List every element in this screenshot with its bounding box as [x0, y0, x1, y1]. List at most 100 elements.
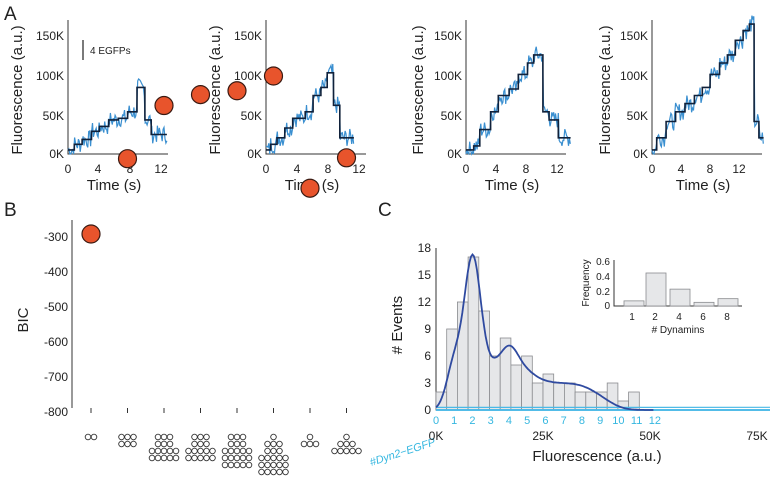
model-glyph-circle — [276, 454, 283, 462]
model-glyph-circle — [227, 461, 235, 469]
inset-xtick-2: 2 — [652, 312, 658, 323]
model-glyph-circle — [130, 433, 137, 441]
inset-ytick-0: 0 — [604, 301, 610, 312]
xtick-a1-12: 12 — [154, 162, 168, 176]
ytick-a3-50k: 50K — [441, 109, 462, 123]
ytick-a2-0k: 0K — [247, 147, 262, 161]
ylabel-b: BIC — [15, 307, 32, 332]
bic-point-model-4 — [190, 85, 211, 105]
step-fit-a4 — [652, 23, 764, 151]
ytick-a2-50k: 50K — [241, 109, 262, 123]
model-glyph-circle — [282, 468, 289, 476]
model-glyph-circle — [349, 440, 356, 448]
ytick-c-18: 18 — [418, 241, 432, 255]
ytick-b-700: -700 — [44, 370, 68, 384]
model-glyph-circle — [270, 447, 277, 455]
model-glyph-circle — [264, 454, 271, 462]
count-tick-9: 9 — [597, 415, 603, 427]
model-glyph-circle — [154, 433, 162, 441]
model-glyph-circle — [270, 461, 277, 469]
xlabel-a4: Time (s) — [676, 177, 730, 194]
xtick-a3-12: 12 — [550, 162, 564, 176]
model-glyph-circle — [245, 447, 253, 455]
model-glyph-circle — [282, 454, 289, 462]
model-glyph-circle — [233, 454, 241, 462]
panel-a-traces: Fluorescence (a.u.) 150K 100K 50K 0K 0 4… — [9, 15, 764, 194]
model-glyphs — [84, 433, 362, 476]
model-glyph-circle — [239, 433, 247, 441]
model-glyph-circle — [264, 461, 271, 469]
model-glyph-circle — [312, 440, 320, 448]
model-glyph-circle — [154, 447, 162, 455]
model-glyph-circle — [343, 433, 350, 441]
ylabel-a4: Fluorescence (a.u.) — [597, 25, 614, 154]
ytick-b-400: -400 — [44, 265, 68, 279]
model-glyph-circle — [239, 454, 247, 462]
xtick-a4-12: 12 — [732, 162, 746, 176]
bic-points — [81, 66, 357, 244]
model-glyph-circle — [130, 440, 137, 448]
model-glyph-circle — [245, 461, 253, 469]
model-glyph-circle — [197, 454, 204, 462]
xtick-c-25k: 25K — [532, 429, 553, 443]
ytick-a1-50k: 50K — [43, 109, 64, 123]
inset-bar-4 — [669, 288, 691, 307]
inset-ytick-0-6: 0.6 — [596, 257, 610, 268]
ytick-a1-100k: 100K — [36, 69, 64, 83]
model-glyph-circle — [239, 447, 247, 455]
model-glyph-circle — [172, 454, 180, 462]
count-tick-12: 12 — [649, 415, 661, 427]
ylabel-c: # Events — [389, 296, 406, 354]
b-x-ticks — [90, 408, 347, 413]
model-glyph-circle — [197, 440, 204, 448]
model-glyph-circle — [239, 461, 247, 469]
model-glyph-circle — [160, 454, 168, 462]
ytick-a4-150k: 150K — [620, 29, 648, 43]
ytick-c-0: 0 — [424, 403, 431, 417]
ytick-a4-100k: 100K — [620, 69, 648, 83]
inset-xtick-4: 4 — [676, 312, 682, 323]
model-glyph-circle — [270, 433, 277, 441]
ytick-c-15: 15 — [418, 268, 432, 282]
model-glyph-circle — [233, 433, 241, 441]
xtick-a2-12: 12 — [352, 162, 366, 176]
axes-a2 — [265, 20, 366, 155]
model-glyph-circle — [221, 454, 229, 462]
model-glyph-circle — [209, 447, 216, 455]
model-glyph-circle — [227, 433, 235, 441]
step-fit-a1 — [68, 86, 167, 151]
histogram-bar — [553, 382, 565, 411]
histogram-bar — [564, 382, 576, 411]
model-glyph-circle — [118, 440, 125, 448]
xtick-a2-4: 4 — [294, 162, 301, 176]
histogram-bar — [446, 328, 458, 411]
trace-plot-1: Fluorescence (a.u.) 150K 100K 50K 0K 0 4… — [9, 20, 168, 194]
count-tick-11: 11 — [631, 415, 642, 427]
ytick-a4-0k: 0K — [633, 147, 648, 161]
model-glyph-circle — [306, 433, 314, 441]
model-glyph-circle — [160, 440, 168, 448]
model-glyph-circle — [245, 454, 253, 462]
gaussian-fits — [436, 253, 770, 411]
b-y-ticks: -300 -400 -500 -600 -700 -800 — [44, 230, 68, 419]
xtick-a3-4: 4 — [493, 162, 500, 176]
model-glyph-circle — [233, 447, 241, 455]
xtick-a3-8: 8 — [523, 162, 530, 176]
model-glyph-circle — [233, 440, 241, 448]
model-glyph-circle — [166, 454, 174, 462]
model-glyph-circle — [343, 440, 350, 448]
c-y-ticks: 0 3 6 9 12 15 18 — [418, 241, 432, 417]
ytick-c-9: 9 — [424, 322, 431, 336]
bic-point-model-5 — [227, 81, 247, 101]
model-glyph-circle — [160, 433, 168, 441]
model-glyph-circle — [239, 440, 247, 448]
count-tick-0: 0 — [433, 415, 439, 427]
model-glyph-circle — [124, 440, 131, 448]
model-glyph-circle — [166, 447, 174, 455]
inset-bar-8 — [717, 298, 739, 307]
inset-xtick-6: 6 — [700, 312, 706, 323]
xtick-a4-4: 4 — [678, 162, 685, 176]
bic-point-model-8 — [336, 148, 357, 168]
count-tick-8: 8 — [579, 415, 585, 427]
